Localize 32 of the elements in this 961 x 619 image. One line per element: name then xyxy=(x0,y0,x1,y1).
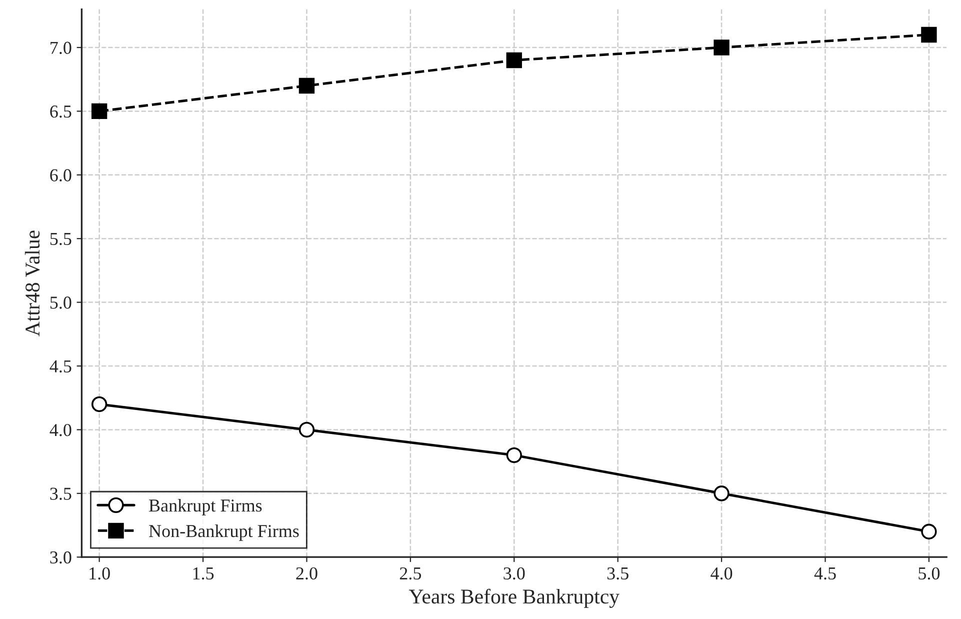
point xyxy=(91,396,108,412)
x-tick-label: 3.5 xyxy=(607,567,628,580)
point xyxy=(714,486,730,502)
x-tick-label: 3.0 xyxy=(504,567,525,580)
x-tick-label: 1.5 xyxy=(193,567,214,580)
x-axis-title: Years Before Bankruptcy xyxy=(408,588,620,608)
x-tick-label: 2.5 xyxy=(400,567,422,580)
y-tick-label: 6.5 xyxy=(50,106,72,118)
x-tick-label: 4.0 xyxy=(710,567,732,580)
y-tick-label: 3.0 xyxy=(50,551,72,564)
y-tick-label: 5.5 xyxy=(50,233,72,246)
point xyxy=(921,26,937,43)
point xyxy=(921,524,937,540)
y-tick-label: 7.0 xyxy=(50,42,72,54)
x-tick-label: 1.0 xyxy=(90,567,110,580)
point xyxy=(298,78,315,94)
legend-label: Bankrupt Firms xyxy=(149,498,262,516)
y-tick-label: 5.0 xyxy=(50,296,72,309)
y-tick-label: 3.5 xyxy=(50,488,72,500)
y-tick-label: 4.0 xyxy=(50,424,72,436)
y-axis-title: Attr48 Value xyxy=(24,230,40,336)
y-tick-label: 4.5 xyxy=(50,360,72,373)
x-tick-label: 5.0 xyxy=(918,567,940,580)
point xyxy=(298,422,315,438)
point xyxy=(506,52,522,68)
point xyxy=(91,103,108,120)
y-tick-label: 6.0 xyxy=(50,169,72,182)
x-tick-label: 4.5 xyxy=(814,567,836,580)
point xyxy=(506,447,522,464)
point xyxy=(714,40,730,56)
legend-label: Non-Bankrupt Firms xyxy=(149,524,299,541)
x-tick-label: 2.0 xyxy=(296,567,318,580)
